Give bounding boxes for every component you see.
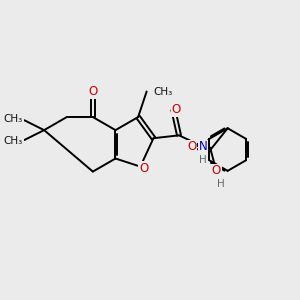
Text: H: H <box>217 179 224 190</box>
Text: CH₃: CH₃ <box>154 86 173 97</box>
Text: CH₃: CH₃ <box>4 114 23 124</box>
Text: O: O <box>172 103 181 116</box>
Text: O: O <box>88 85 98 98</box>
Text: H: H <box>199 155 207 165</box>
Text: CH₃: CH₃ <box>4 136 23 146</box>
Text: O: O <box>212 164 221 177</box>
Text: O: O <box>188 140 197 153</box>
Text: N: N <box>199 140 208 153</box>
Text: O: O <box>139 162 148 175</box>
